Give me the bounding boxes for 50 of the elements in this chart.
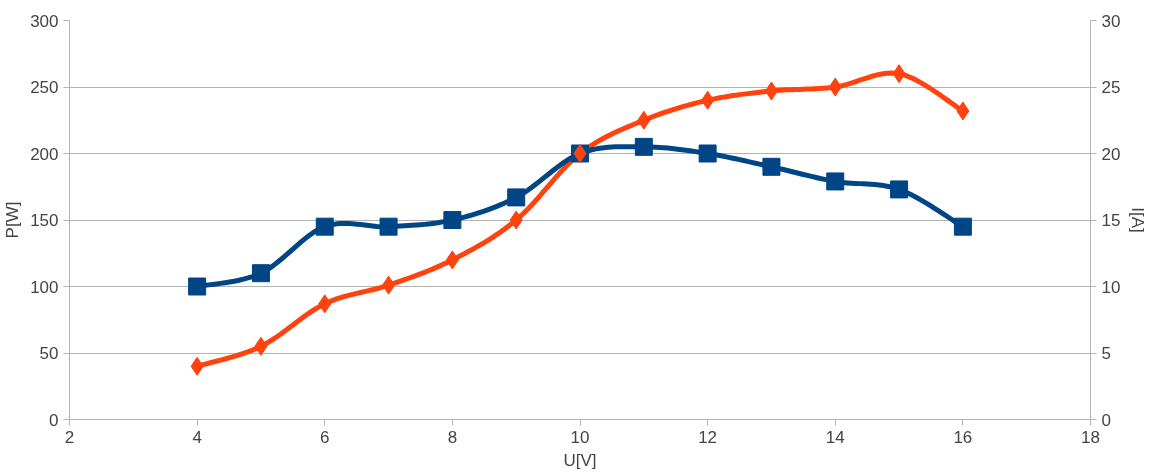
y2-tick-label: 25	[1101, 78, 1121, 97]
y-axis-title: P[W]	[3, 201, 23, 239]
point	[634, 137, 653, 156]
point	[443, 211, 462, 229]
y-tick-label: 0	[49, 410, 59, 430]
x-tick-label: 2	[64, 427, 75, 447]
point	[379, 217, 398, 236]
point	[828, 77, 842, 97]
x-axis-title: U[V]	[563, 450, 597, 470]
point	[251, 264, 270, 283]
point	[764, 81, 778, 101]
point	[190, 356, 204, 376]
point	[698, 144, 717, 163]
y-tick-label: 250	[30, 78, 59, 97]
point	[318, 294, 332, 314]
point	[956, 101, 970, 121]
y-tick-label: 100	[30, 277, 59, 297]
point	[382, 275, 396, 295]
x-tick-label: 6	[320, 427, 330, 447]
y2-tick-label: 20	[1101, 144, 1121, 164]
point	[445, 250, 459, 270]
x-tick-label: 4	[192, 427, 202, 447]
point	[507, 188, 526, 207]
point	[509, 210, 523, 230]
y2-tick-label: 15	[1101, 211, 1121, 230]
point	[254, 336, 268, 356]
y-tick-label: 300	[30, 11, 59, 31]
x-tick-label: 8	[447, 427, 458, 447]
y-tick-label: 50	[39, 344, 59, 363]
y-tick-label: 150	[30, 211, 59, 230]
y2-tick-label: 0	[1101, 410, 1111, 430]
point	[762, 157, 781, 176]
point	[826, 172, 845, 191]
point	[188, 277, 207, 296]
y2-tick-label: 5	[1101, 344, 1111, 363]
point	[637, 110, 651, 130]
x-tick-label: 16	[953, 427, 973, 447]
y-tick-label: 200	[30, 144, 59, 164]
point	[953, 217, 972, 236]
x-tick-label: 10	[570, 427, 590, 447]
x-tick-label: 14	[825, 427, 845, 447]
x-tick-label: 12	[698, 427, 718, 447]
point	[701, 90, 715, 110]
point	[890, 180, 909, 199]
y2-tick-label: 10	[1101, 277, 1121, 297]
point	[892, 64, 906, 84]
point	[315, 217, 334, 236]
y2-tick-label: 30	[1101, 11, 1121, 31]
x-tick-label: 18	[1081, 427, 1100, 447]
y2-axis-title: I[A]	[1128, 207, 1148, 233]
